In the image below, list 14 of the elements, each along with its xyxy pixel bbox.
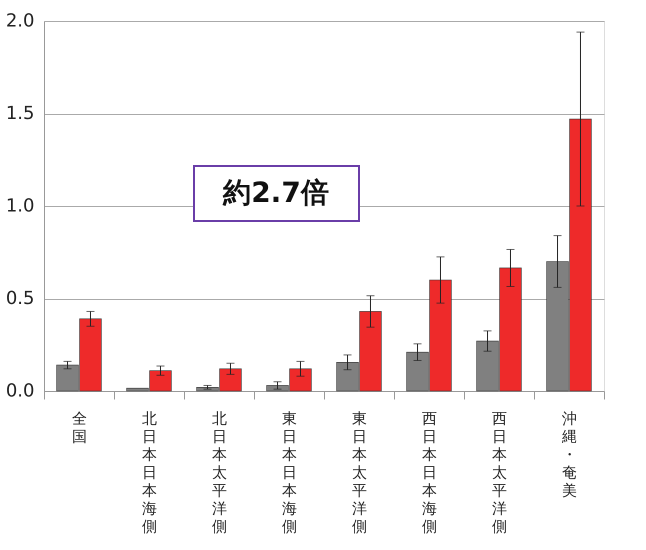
x-tick-label: 沖縄・奄美	[561, 410, 577, 500]
y-tick-label: 0.0	[6, 380, 34, 402]
y-tick-label: 1.0	[6, 196, 34, 216]
x-tick-label: 東日本太平洋側	[352, 410, 367, 536]
x-tick-label: 西日本日本海側	[422, 410, 437, 536]
y-tick-label: 0.5	[6, 288, 34, 309]
x-tick-label: 西日本太平洋側	[492, 410, 507, 536]
y-tick-label: 1.5	[6, 103, 34, 124]
x-tick-label: 北日本日本海側	[142, 410, 157, 536]
annotation: 約2.7倍	[222, 176, 329, 209]
x-tick-label: 北日本太平洋側	[212, 410, 227, 536]
y-tick-label: 2.0	[6, 10, 34, 32]
x-tick-label: 東日本日本海側	[282, 410, 297, 536]
x-tick-label: 全国	[72, 410, 87, 446]
